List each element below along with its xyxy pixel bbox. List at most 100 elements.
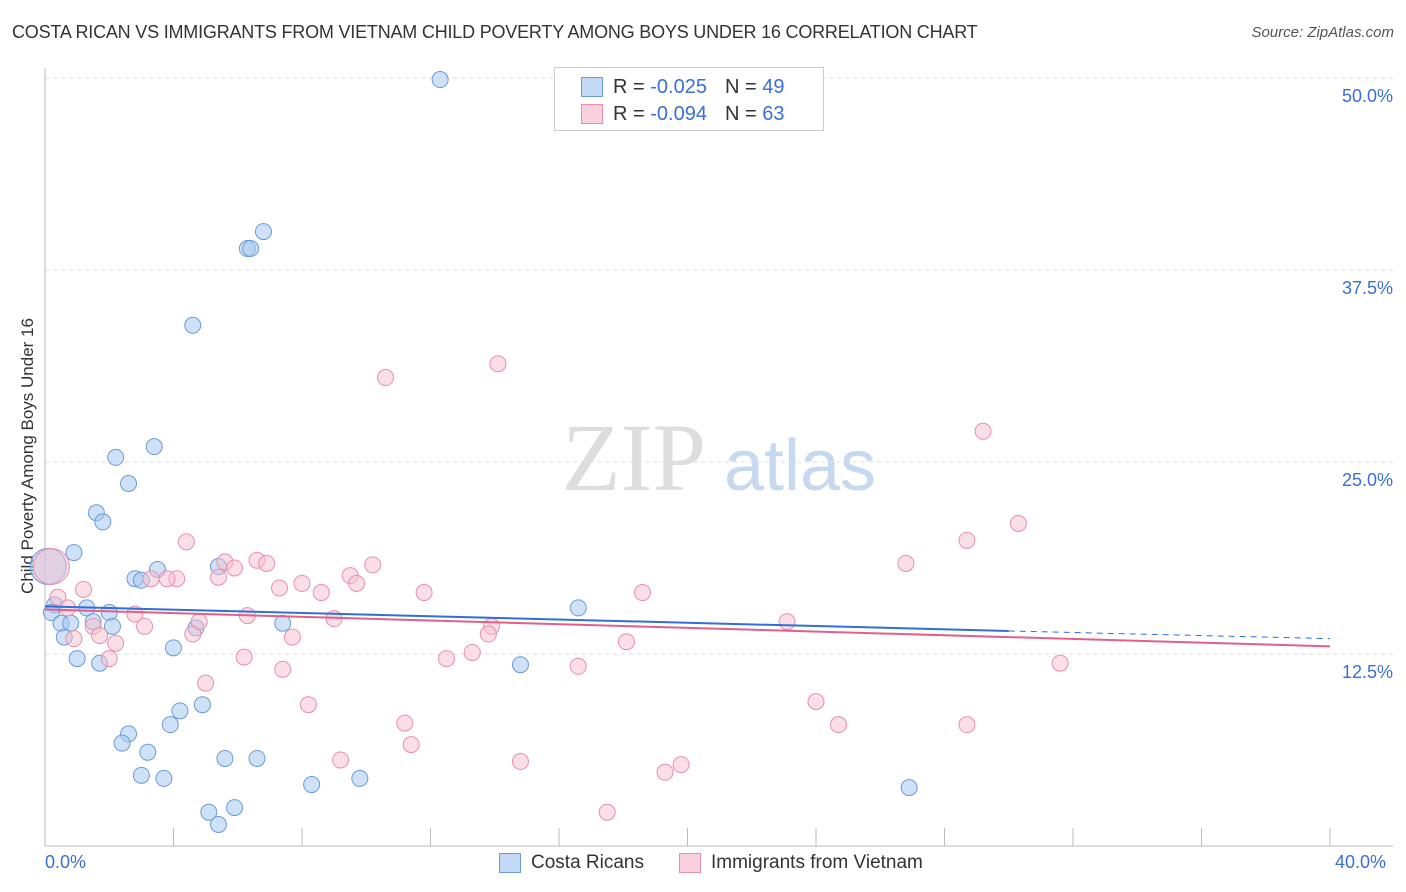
vietnam-point xyxy=(377,369,395,387)
vietnam-point xyxy=(958,716,976,734)
costa-rican-point xyxy=(171,702,189,720)
vietnam-point xyxy=(656,763,674,781)
vietnam-point xyxy=(348,574,366,592)
vietnam-point xyxy=(158,570,176,588)
vietnam-point xyxy=(463,643,481,661)
costa-rican-point xyxy=(107,448,125,466)
costa-rican-point xyxy=(254,223,272,241)
costa-rican-point xyxy=(132,766,150,784)
x-tick-label-max: 40.0% xyxy=(1335,852,1387,872)
costa-rican-point xyxy=(165,639,182,657)
vietnam-point xyxy=(807,693,825,711)
n-value: 63 xyxy=(762,102,785,125)
n-label: N = xyxy=(724,75,757,98)
vietnam-point xyxy=(274,660,292,678)
costa-rican-point xyxy=(431,71,449,89)
vietnam-point xyxy=(312,584,330,602)
vietnam-point xyxy=(49,588,67,606)
costa-rican-point xyxy=(94,513,112,531)
vietnam-point xyxy=(258,554,276,572)
vietnam-point xyxy=(617,633,635,651)
vietnam-point xyxy=(271,579,289,597)
costa-rican-point xyxy=(248,749,266,767)
costa-rican-point xyxy=(216,749,234,767)
costa-rican-point xyxy=(145,438,163,456)
costa-rican-point xyxy=(209,815,227,833)
y-tick-label: 25.0% xyxy=(1342,470,1393,490)
bottom-legend-vietnam: Immigrants from Vietnam xyxy=(679,852,923,874)
vietnam-point xyxy=(402,736,420,754)
vietnam-point xyxy=(107,634,125,652)
r-value: -0.025 xyxy=(650,75,707,98)
watermark-zip: ZIP xyxy=(562,404,706,511)
vietnam-point xyxy=(184,625,202,643)
costa-rican-trendline-extension xyxy=(1008,630,1331,640)
vietnam-point xyxy=(75,580,93,598)
legend-swatch-blue xyxy=(499,853,521,873)
costa-rican-point xyxy=(200,803,218,821)
n-label: N = xyxy=(724,102,757,125)
vietnam-point xyxy=(177,533,195,551)
vietnam-point xyxy=(235,648,253,666)
costa-rican-point xyxy=(511,656,529,674)
vietnam-point xyxy=(299,696,317,714)
vietnam-point xyxy=(479,625,497,643)
costa-rican-point xyxy=(303,776,321,794)
vietnam-point xyxy=(91,627,109,645)
vietnam-point xyxy=(974,422,992,440)
n-value: 49 xyxy=(762,75,785,98)
vietnam-point xyxy=(897,554,915,572)
vietnam-point xyxy=(634,584,652,602)
vietnam-point xyxy=(65,630,83,648)
vietnam-trendline xyxy=(44,608,1331,648)
y-tick-label: 37.5% xyxy=(1342,278,1393,298)
y-tick-label: 50.0% xyxy=(1342,86,1393,106)
vietnam-point xyxy=(569,657,587,675)
watermark-atlas: atlas xyxy=(724,426,876,506)
legend-swatch-pink xyxy=(581,104,603,124)
vietnam-point xyxy=(100,650,118,668)
costa-rican-point xyxy=(242,239,260,257)
costa-rican-point xyxy=(103,617,121,635)
vietnam-point xyxy=(489,355,507,373)
vietnam-point xyxy=(511,753,529,771)
vietnam-point xyxy=(829,716,847,734)
costa-rican-point xyxy=(161,716,179,734)
source-label: Source: ZipAtlas.com xyxy=(1251,24,1394,41)
legend-row-vietnam: R = -0.094 N = 63 xyxy=(581,103,784,125)
vietnam-point xyxy=(283,628,301,646)
vietnam-point xyxy=(1009,514,1027,532)
vietnam-point xyxy=(197,674,215,692)
costa-rican-point xyxy=(569,599,587,617)
costa-rican-point xyxy=(120,475,138,493)
vietnam-point xyxy=(1051,654,1069,672)
costa-rican-point xyxy=(351,769,369,787)
legend-row-costa-ricans: R = -0.025 N = 49 xyxy=(581,76,784,98)
vietnam-point xyxy=(672,756,690,774)
costa-rican-point xyxy=(900,779,918,797)
vietnam-point xyxy=(32,547,70,585)
costa-rican-point xyxy=(193,696,211,714)
costa-rican-point xyxy=(184,316,202,334)
costa-rican-point xyxy=(68,650,86,668)
costa-rican-point xyxy=(226,799,244,817)
vietnam-point xyxy=(438,650,456,668)
vietnam-point xyxy=(332,751,350,769)
chart-title: COSTA RICAN VS IMMIGRANTS FROM VIETNAM C… xyxy=(12,22,978,42)
vietnam-point xyxy=(598,803,616,821)
vietnam-point xyxy=(415,584,433,602)
x-tick-label-min: 0.0% xyxy=(45,852,87,872)
costa-rican-point xyxy=(139,743,157,761)
r-label: R = xyxy=(613,102,645,125)
vietnam-point xyxy=(226,559,244,577)
vietnam-point xyxy=(396,714,414,732)
y-tick-label: 12.5% xyxy=(1342,662,1393,682)
vietnam-point xyxy=(142,570,160,588)
costa-rican-point xyxy=(65,544,83,562)
legend-label: Costa Ricans xyxy=(531,852,644,873)
costa-rican-trendline xyxy=(44,605,1009,632)
legend-label: Immigrants from Vietnam xyxy=(711,852,923,873)
r-value: -0.094 xyxy=(650,102,707,125)
